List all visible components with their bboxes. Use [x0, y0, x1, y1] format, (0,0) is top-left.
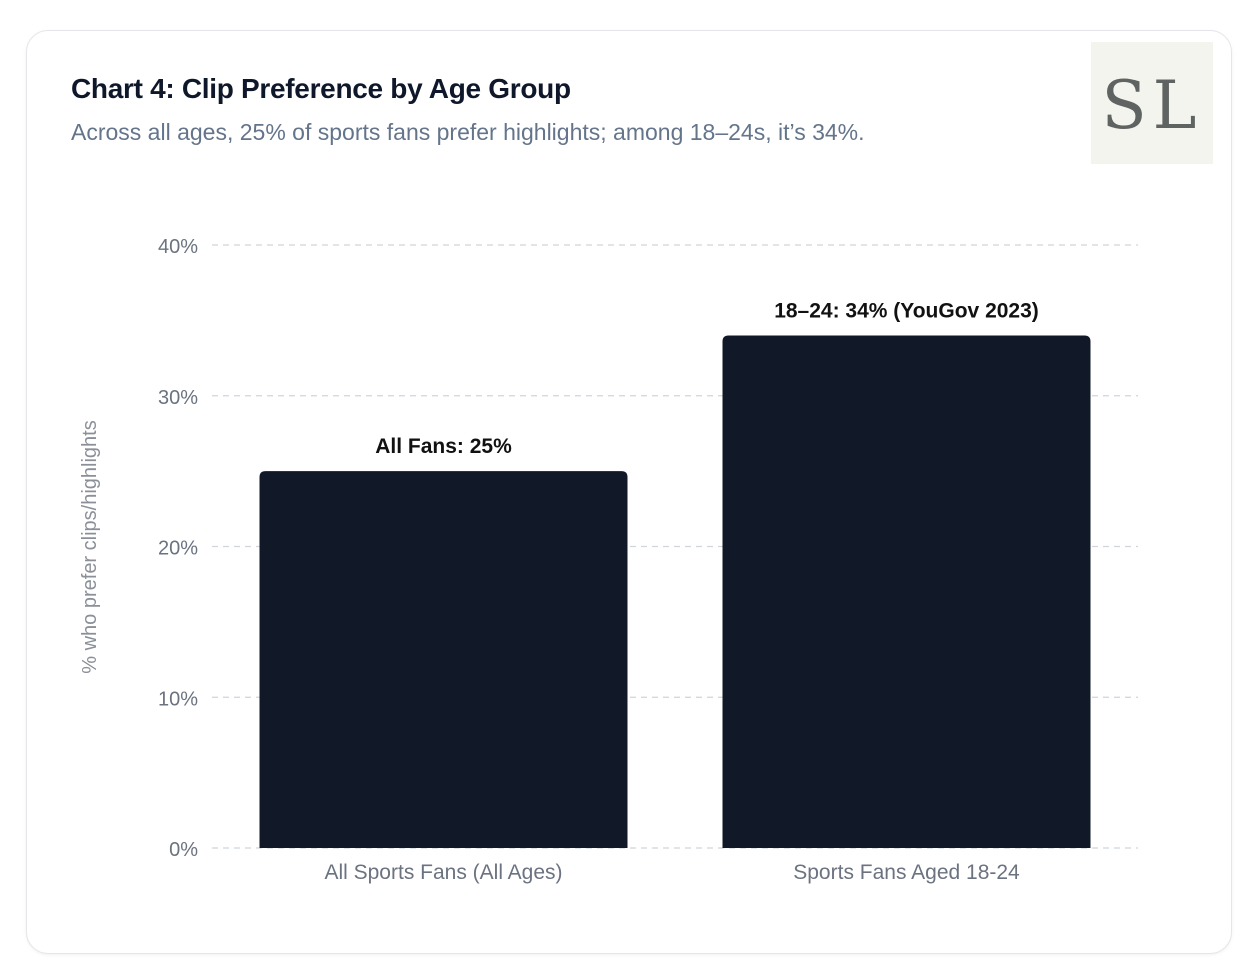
logo-mark: SL	[1101, 67, 1202, 144]
bar	[259, 471, 628, 848]
bar	[722, 335, 1091, 848]
x-tick-label: Sports Fans Aged 18-24	[793, 861, 1020, 884]
bar-data-label: 18–24: 34% (YouGov 2023)	[774, 299, 1039, 322]
y-tick-label: 10%	[158, 688, 198, 710]
y-tick-label: 40%	[158, 236, 198, 258]
logo-text: SL	[1101, 67, 1202, 144]
x-tick-label: All Sports Fans (All Ages)	[324, 861, 562, 884]
y-tick-label: 30%	[158, 387, 198, 409]
y-axis-label: % who prefer clips/highlights	[79, 420, 101, 673]
chart-subtitle: Across all ages, 25% of sports fans pref…	[71, 119, 865, 145]
brand-logo: SL	[1091, 42, 1213, 164]
chart-title: Chart 4: Clip Preference by Age Group	[71, 73, 571, 104]
y-tick-label: 0%	[169, 839, 198, 861]
bar-data-label: All Fans: 25%	[375, 435, 512, 458]
y-tick-label: 20%	[158, 538, 198, 560]
